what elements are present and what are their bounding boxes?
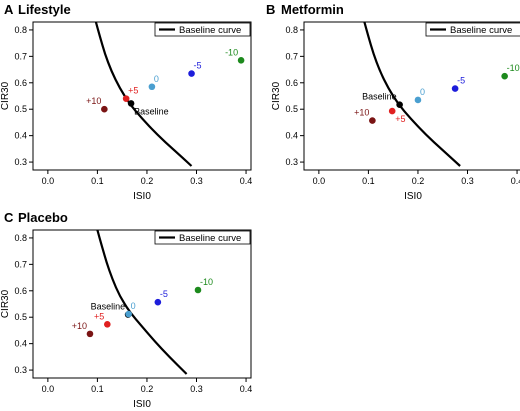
panel-b: B Metformin 0.0 0.1 0.2 0.3 0.4 0.3 0.4 0.5 0.6 0.7… [266,2,520,202]
data-point [86,330,94,338]
data-point-label: -10 [200,277,213,287]
y-tick-label: 0.3 [14,157,27,167]
y-tick-label: 0.5 [14,312,27,322]
legend-box [154,230,251,245]
baseline-curve [96,230,188,375]
data-point [122,95,130,102]
data-point [101,105,108,113]
data-point-label: 0 [131,301,136,311]
data-point [501,72,508,80]
panel-label: A [4,2,14,17]
data-point-label: -10 [225,47,238,57]
data-point-label: -5 [194,61,202,71]
legend-box [154,22,251,37]
data-point [154,298,162,306]
y-tick-label: 0.6 [14,286,27,296]
y-tick-label: 0.8 [285,25,298,35]
x-tick-label: 0.3 [461,176,474,186]
data-point [148,83,156,91]
data-point-label: Baseline [134,106,169,116]
y-axis-title: CIR30 [271,81,282,110]
panel-title: Lifestyle [18,2,71,17]
data-point [388,107,396,115]
x-axis-title: ISI0 [133,191,151,202]
x-tick-label: 0.0 [42,384,55,394]
panel-label: C [4,210,14,225]
panel-label: B [266,2,275,17]
panel-a: A Lifestyle 0.0 0.1 0.2 0.3 0.4 0.3 0.4 0.5 0.6 0.7… [0,2,252,202]
data-point [237,57,245,64]
data-point [194,286,202,294]
baseline-curve [94,22,193,167]
data-point-label: +10 [86,96,101,106]
y-tick-label: 0.3 [285,157,298,167]
baseline-curve [363,22,461,167]
x-tick-label: 0.1 [91,384,104,394]
y-tick-label: 0.6 [14,78,27,88]
data-point-label: +10 [354,108,369,118]
x-tick-label: 0.3 [190,384,203,394]
legend-label: Baseline curve [179,25,241,36]
plot-frame [32,21,252,171]
y-tick-label: 0.4 [14,131,27,141]
data-point-label: -5 [160,289,168,299]
data-point [125,310,132,318]
x-tick-label: 0.0 [42,176,55,186]
y-tick-label: 0.4 [14,339,27,349]
y-tick-label: 0.5 [14,104,27,114]
data-point-label: Baseline [91,302,126,312]
data-point-label: -5 [457,76,465,86]
x-axis-title: ISI0 [133,399,151,410]
data-point [104,321,111,328]
data-point [188,70,195,77]
panel-title: Placebo [18,210,68,225]
x-tick-label: 0.2 [412,176,425,186]
x-tick-label: 0.2 [141,384,154,394]
legend-label: Baseline curve [450,25,512,36]
x-tick-label: 0.4 [240,384,253,394]
data-point-label: +10 [72,321,87,331]
data-point-label: +5 [94,311,104,321]
data-point [414,96,422,104]
plot-frame [303,21,520,171]
legend-label: Baseline curve [179,233,241,244]
data-point [127,100,135,107]
x-tick-label: 0.3 [190,176,203,186]
data-point-label: 0 [420,87,425,97]
y-tick-label: 0.7 [14,259,27,269]
y-tick-label: 0.8 [14,233,27,243]
x-tick-label: 0.1 [362,176,375,186]
panel-title: Metformin [281,2,344,17]
data-point-label: +5 [128,86,138,96]
y-tick-label: 0.7 [14,51,27,61]
panel-c: C Placebo 0.0 0.1 0.2 0.3 0.4 0.3 0.4 0.5 0.6 0.7 0.… [0,210,252,410]
data-point-label: -10 [507,63,520,73]
x-tick-label: 0.4 [240,176,253,186]
y-tick-label: 0.5 [285,104,298,114]
x-tick-label: 0.2 [141,176,154,186]
data-point [451,85,459,92]
x-tick-label: 0.4 [511,176,520,186]
y-axis-title: CIR30 [0,81,11,110]
x-tick-label: 0.0 [313,176,326,186]
plot-frame [32,229,252,379]
data-point [396,101,403,109]
y-tick-label: 0.7 [285,51,298,61]
data-point-label: +5 [395,114,405,124]
data-point-label: Baseline [362,92,397,102]
legend-box [425,22,520,37]
y-tick-label: 0.4 [285,131,298,141]
x-axis-title: ISI0 [404,191,422,202]
x-tick-label: 0.1 [91,176,104,186]
y-tick-label: 0.6 [285,78,298,88]
data-point-label: 0 [154,74,159,84]
data-point [369,117,376,124]
y-tick-label: 0.3 [14,365,27,375]
y-tick-label: 0.8 [14,25,27,35]
y-axis-title: CIR30 [0,289,11,318]
